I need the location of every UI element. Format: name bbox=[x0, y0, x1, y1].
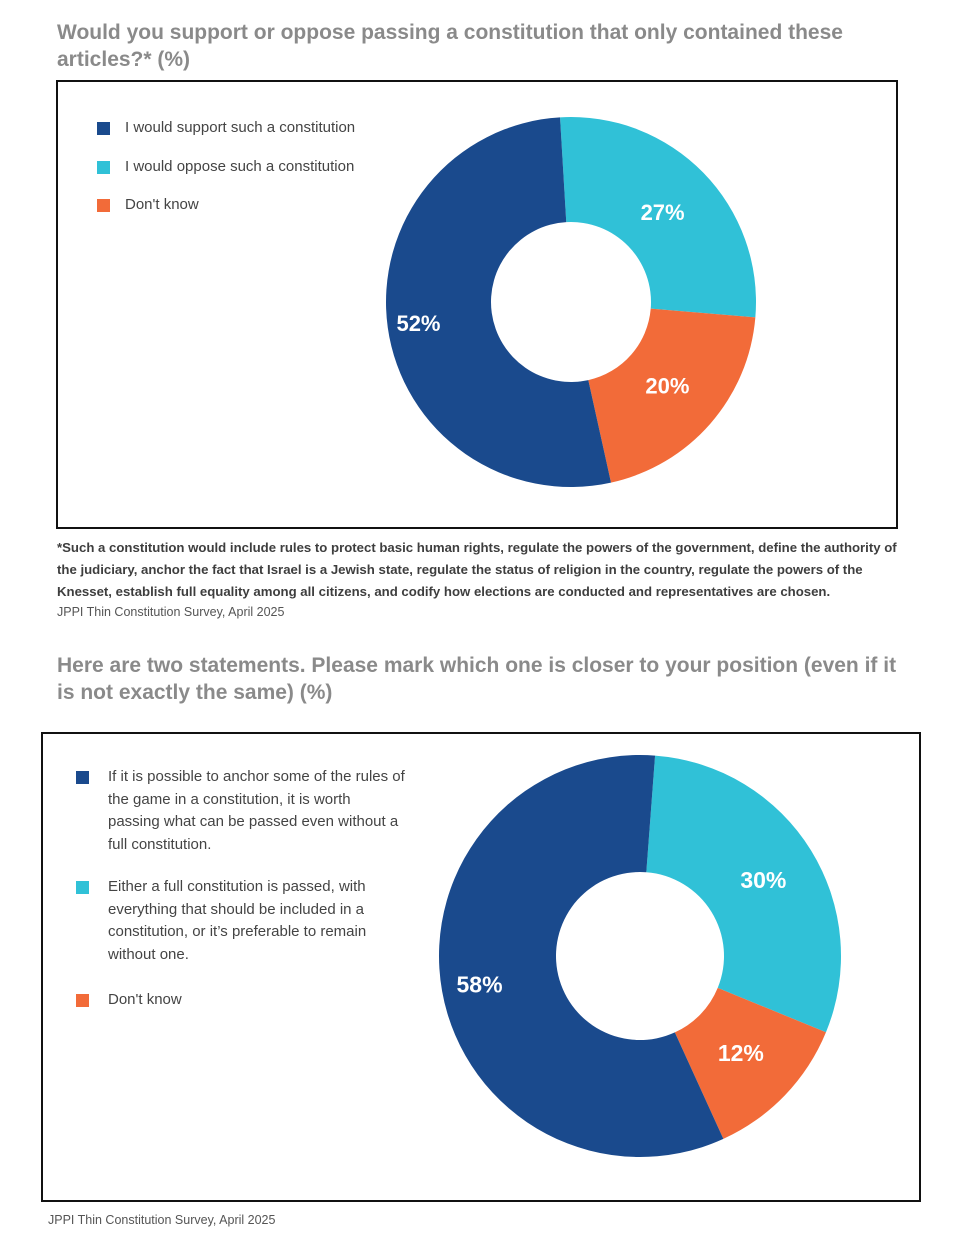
legend-swatch-dontknow2 bbox=[76, 994, 89, 1007]
legend-label-full: Either a full constitution is passed, wi… bbox=[108, 878, 367, 964]
legend-item-dontknow2: Don't know bbox=[76, 989, 406, 1012]
chart1-footnote: *Such a constitution would include rules… bbox=[57, 540, 897, 599]
full-value-label: 30% bbox=[740, 867, 786, 893]
legend-label-partial: If it is possible to anchor some of the … bbox=[108, 768, 405, 854]
chart1-source: JPPI Thin Constitution Survey, April 202… bbox=[57, 605, 285, 619]
chart2-title: Here are two statements. Please mark whi… bbox=[57, 654, 897, 704]
legend-swatch-dontknow bbox=[97, 199, 110, 212]
partial-value-label: 58% bbox=[457, 972, 503, 998]
oppose-slice bbox=[560, 117, 756, 318]
chart1-legend: I would support such a constitution I wo… bbox=[97, 118, 355, 234]
chart2-legend: If it is possible to anchor some of the … bbox=[76, 766, 406, 1012]
legend-item-partial: If it is possible to anchor some of the … bbox=[76, 766, 406, 876]
chart1-donut: 27% 20% 52% bbox=[386, 117, 756, 487]
dontknow-value-label: 20% bbox=[645, 374, 689, 399]
legend-swatch-support bbox=[97, 122, 110, 135]
legend-label-oppose: I would oppose such a constitution bbox=[125, 157, 355, 175]
legend-item-oppose: I would oppose such a constitution bbox=[97, 157, 355, 196]
chart2-source: JPPI Thin Constitution Survey, April 202… bbox=[48, 1213, 276, 1227]
legend-swatch-oppose bbox=[97, 160, 110, 174]
legend-item-dontknow: Don't know bbox=[97, 195, 355, 234]
support-slice bbox=[386, 117, 612, 487]
legend-swatch-partial bbox=[76, 771, 89, 784]
legend-swatch-full bbox=[76, 881, 89, 894]
support-value-label: 52% bbox=[396, 311, 440, 336]
partial-slice bbox=[439, 755, 724, 1157]
oppose-value-label: 27% bbox=[641, 200, 685, 225]
full-slice bbox=[646, 755, 841, 1033]
dontknow-slice bbox=[588, 308, 756, 483]
legend-label-dontknow2: Don't know bbox=[108, 991, 182, 1008]
legend-item-full: Either a full constitution is passed, wi… bbox=[76, 876, 406, 989]
legend-label-dontknow: Don't know bbox=[125, 196, 199, 213]
legend-label-support: I would support such a constitution bbox=[125, 119, 356, 136]
chart1-title: Would you support or oppose passing a co… bbox=[57, 21, 843, 71]
legend-item-support: I would support such a constitution bbox=[97, 118, 355, 157]
chart2-donut: 30% 12% 58% bbox=[439, 755, 841, 1157]
dontknow2-slice bbox=[674, 987, 826, 1139]
dontknow2-value-label: 12% bbox=[718, 1040, 764, 1066]
